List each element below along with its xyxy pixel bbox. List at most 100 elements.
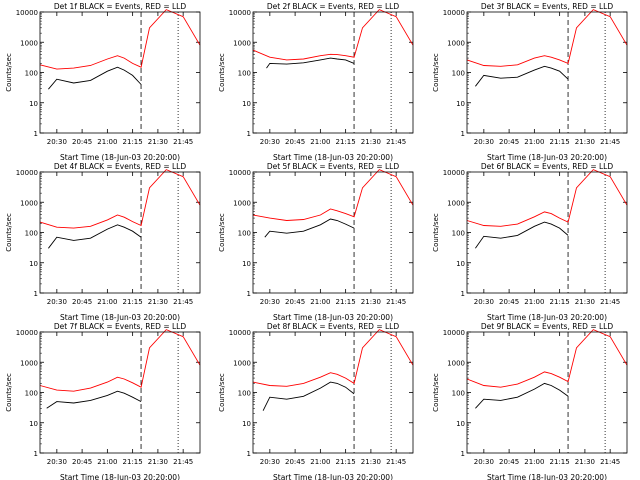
x-tick-label: 20:45 [499, 138, 519, 146]
x-axis-label: Start Time (18-Jun-03 20:20:00) [273, 153, 393, 162]
plot-frame [252, 331, 414, 454]
x-axis-label: Start Time (18-Jun-03 20:20:00) [60, 153, 180, 162]
y-tick-label: 1000 [20, 199, 38, 207]
y-tick-label: 1 [247, 130, 251, 138]
panel-title: Det 4f BLACK = Events, RED = LLD [54, 162, 187, 171]
series-events-line [48, 66, 142, 90]
y-axis-label: Counts/sec [432, 373, 440, 412]
panel-title: Det 3f BLACK = Events, RED = LLD [481, 2, 614, 11]
x-tick-label: 21:00 [524, 298, 544, 306]
y-axis-label: Counts/sec [218, 213, 226, 252]
x-tick-label: 21:00 [310, 458, 330, 466]
y-tick-label: 100 [25, 230, 38, 238]
x-axis-label: Start Time (18-Jun-03 20:20:00) [487, 313, 607, 322]
y-tick-label: 1 [461, 130, 465, 138]
x-tick-label: 21:15 [550, 138, 570, 146]
plot-frame [39, 331, 201, 454]
y-tick-label: 10 [242, 420, 251, 428]
series-lld-line [39, 329, 201, 392]
x-axis-label: Start Time (18-Jun-03 20:20:00) [60, 473, 180, 480]
x-tick-label: 20:30 [47, 138, 67, 146]
x-tick-label: 21:15 [336, 458, 356, 466]
panel-title: Det 7f BLACK = Events, RED = LLD [54, 322, 187, 331]
x-tick-label: 21:15 [550, 298, 570, 306]
y-tick-label: 10 [456, 420, 465, 428]
y-tick-label: 100 [238, 70, 251, 78]
x-tick-label: 21:00 [97, 298, 117, 306]
x-tick-label: 20:45 [72, 458, 92, 466]
x-tick-label: 21:30 [148, 458, 168, 466]
x-tick-label: 21:30 [361, 138, 381, 146]
y-tick-label: 1 [247, 450, 251, 458]
x-tick-label: 21:00 [97, 458, 117, 466]
detector-panel-7: Det 7f BLACK = Events, RED = LLD Start Ti… [5, 322, 201, 480]
series-events-line [262, 381, 355, 411]
detector-panel-5: Det 5f BLACK = Events, RED = LLD Start Ti… [218, 162, 414, 322]
detector-panel-6: Det 6f BLACK = Events, RED = LLD Start Ti… [432, 162, 628, 322]
panel-title: Det 5f BLACK = Events, RED = LLD [267, 162, 400, 171]
x-tick-label: 21:45 [600, 138, 620, 146]
series-lld-line [466, 329, 628, 388]
y-tick-label: 100 [25, 390, 38, 398]
x-tick-label: 21:15 [123, 298, 143, 306]
series-lld-line [39, 169, 201, 229]
y-tick-label: 1000 [447, 199, 465, 207]
panel-title: Det 2f BLACK = Events, RED = LLD [267, 2, 400, 11]
plot-frame [39, 171, 201, 294]
series-lld-line [252, 329, 414, 387]
y-tick-label: 100 [452, 230, 465, 238]
y-tick-label: 10000 [229, 329, 251, 337]
series-events-line [264, 218, 355, 238]
x-tick-label: 21:00 [310, 298, 330, 306]
x-tick-label: 20:45 [285, 138, 305, 146]
y-tick-label: 1000 [447, 39, 465, 47]
series-lld-line [466, 169, 628, 227]
y-tick-label: 10 [29, 260, 38, 268]
y-tick-label: 10000 [443, 9, 465, 17]
x-tick-label: 21:15 [123, 138, 143, 146]
plot-frame [39, 11, 201, 134]
plot-frame [466, 11, 628, 134]
x-tick-label: 21:45 [386, 458, 406, 466]
x-axis-label: Start Time (18-Jun-03 20:20:00) [273, 473, 393, 480]
x-tick-label: 20:45 [285, 458, 305, 466]
y-tick-label: 10000 [16, 169, 38, 177]
y-tick-label: 10 [456, 260, 465, 268]
series-events-line [46, 390, 142, 409]
x-tick-label: 21:15 [336, 298, 356, 306]
y-tick-label: 100 [238, 230, 251, 238]
x-tick-label: 21:00 [524, 458, 544, 466]
y-axis-label: Counts/sec [218, 53, 226, 92]
x-axis-label: Start Time (18-Jun-03 20:20:00) [487, 473, 607, 480]
y-tick-label: 1 [461, 290, 465, 298]
x-tick-label: 21:45 [600, 298, 620, 306]
series-events-line [475, 382, 569, 409]
panel-title: Det 9f BLACK = Events, RED = LLD [481, 322, 614, 331]
x-tick-label: 21:30 [575, 138, 595, 146]
y-tick-label: 10 [242, 260, 251, 268]
y-tick-label: 1000 [447, 359, 465, 367]
x-tick-label: 20:30 [474, 298, 494, 306]
x-tick-label: 21:45 [386, 298, 406, 306]
x-tick-label: 21:00 [310, 138, 330, 146]
x-tick-label: 21:30 [575, 458, 595, 466]
x-tick-label: 21:30 [361, 298, 381, 306]
plot-frame [252, 171, 414, 294]
x-tick-label: 21:45 [386, 138, 406, 146]
y-axis-label: Counts/sec [432, 53, 440, 92]
y-tick-label: 10000 [229, 9, 251, 17]
detector-panel-3: Det 3f BLACK = Events, RED = LLD Start Ti… [432, 2, 628, 162]
series-events-line [48, 224, 142, 249]
series-events-line [266, 57, 355, 69]
x-tick-label: 21:30 [361, 458, 381, 466]
panel-title: Det 8f BLACK = Events, RED = LLD [267, 322, 400, 331]
y-tick-label: 10000 [443, 169, 465, 177]
x-tick-label: 20:45 [72, 298, 92, 306]
y-axis-label: Counts/sec [432, 213, 440, 252]
panel-title: Det 6f BLACK = Events, RED = LLD [481, 162, 614, 171]
y-tick-label: 1 [247, 290, 251, 298]
x-tick-label: 21:15 [336, 138, 356, 146]
detector-panel-9: Det 9f BLACK = Events, RED = LLD Start Ti… [432, 322, 628, 480]
series-events-line [475, 221, 569, 249]
series-lld-line [466, 9, 628, 67]
